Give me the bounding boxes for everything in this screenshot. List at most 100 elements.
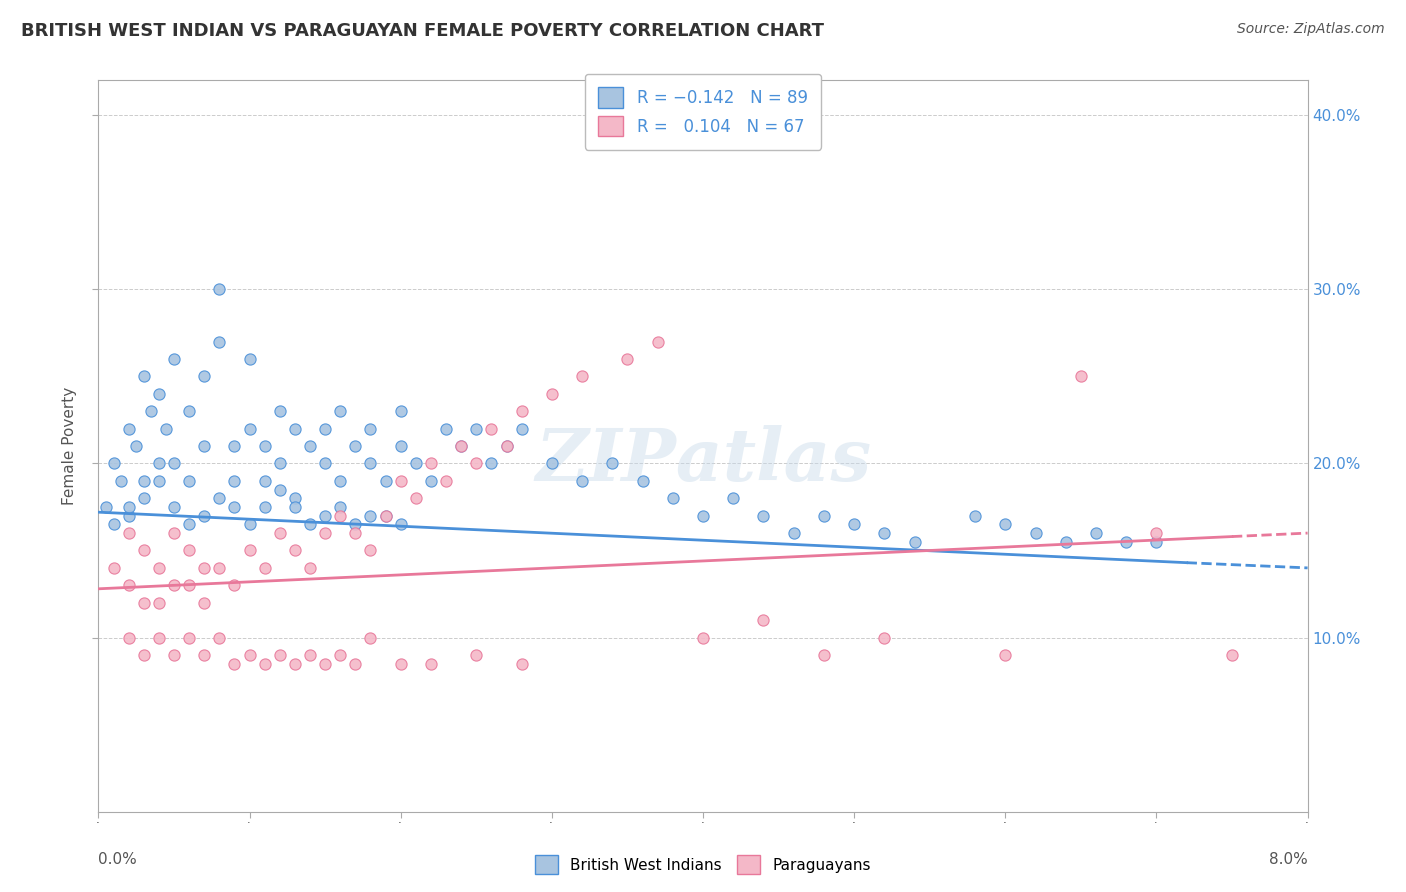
Point: [752, 613, 775, 627]
Point: [723, 491, 745, 506]
Point: [602, 457, 624, 471]
Point: [873, 631, 896, 645]
Point: [844, 517, 866, 532]
Point: [329, 648, 352, 662]
Point: [299, 561, 322, 575]
Point: [253, 439, 276, 453]
Point: [269, 648, 291, 662]
Point: [253, 474, 276, 488]
Point: [148, 474, 170, 488]
Point: [389, 517, 412, 532]
Legend: British West Indians, Paraguayans: British West Indians, Paraguayans: [529, 849, 877, 880]
Point: [329, 500, 352, 514]
Point: [510, 421, 533, 435]
Point: [110, 474, 132, 488]
Point: [148, 596, 170, 610]
Point: [1146, 534, 1168, 549]
Point: [269, 483, 291, 497]
Point: [269, 526, 291, 541]
Point: [420, 457, 443, 471]
Point: [647, 334, 669, 349]
Point: [495, 439, 517, 453]
Point: [148, 457, 170, 471]
Point: [450, 439, 472, 453]
Point: [481, 457, 503, 471]
Point: [344, 657, 367, 671]
Point: [405, 491, 427, 506]
Point: [360, 631, 382, 645]
Point: [360, 457, 382, 471]
Point: [360, 421, 382, 435]
Point: [329, 508, 352, 523]
Point: [314, 457, 336, 471]
Point: [510, 657, 533, 671]
Point: [1085, 526, 1108, 541]
Point: [360, 543, 382, 558]
Point: [155, 421, 177, 435]
Point: [193, 648, 215, 662]
Point: [314, 421, 336, 435]
Point: [94, 500, 117, 514]
Point: [148, 386, 170, 401]
Point: [239, 648, 262, 662]
Point: [208, 282, 231, 296]
Point: [374, 508, 396, 523]
Point: [208, 491, 231, 506]
Point: [616, 351, 638, 366]
Point: [132, 474, 155, 488]
Point: [163, 351, 186, 366]
Point: [179, 517, 201, 532]
Point: [141, 404, 163, 418]
Point: [965, 508, 987, 523]
Point: [284, 500, 307, 514]
Point: [118, 500, 141, 514]
Point: [389, 439, 412, 453]
Point: [132, 596, 155, 610]
Point: [1070, 369, 1092, 384]
Point: [344, 517, 367, 532]
Text: 0.0%: 0.0%: [98, 852, 138, 867]
Point: [1025, 526, 1047, 541]
Point: [163, 526, 186, 541]
Point: [193, 596, 215, 610]
Point: [148, 631, 170, 645]
Point: [389, 404, 412, 418]
Point: [239, 421, 262, 435]
Point: [239, 351, 262, 366]
Point: [389, 474, 412, 488]
Point: [299, 517, 322, 532]
Point: [1220, 648, 1243, 662]
Point: [405, 457, 427, 471]
Point: [269, 404, 291, 418]
Point: [571, 369, 593, 384]
Legend: R = −0.142   N = 89, R =   0.104   N = 67: R = −0.142 N = 89, R = 0.104 N = 67: [585, 74, 821, 150]
Point: [284, 491, 307, 506]
Point: [994, 648, 1017, 662]
Point: [540, 457, 562, 471]
Point: [314, 508, 336, 523]
Point: [148, 561, 170, 575]
Point: [118, 526, 141, 541]
Point: [179, 578, 201, 592]
Point: [434, 421, 457, 435]
Point: [540, 386, 562, 401]
Point: [571, 474, 593, 488]
Point: [344, 526, 367, 541]
Text: Source: ZipAtlas.com: Source: ZipAtlas.com: [1237, 22, 1385, 37]
Point: [224, 500, 246, 514]
Point: [692, 508, 714, 523]
Point: [253, 500, 276, 514]
Point: [118, 421, 141, 435]
Point: [253, 657, 276, 671]
Point: [481, 421, 503, 435]
Point: [284, 421, 307, 435]
Point: [224, 657, 246, 671]
Point: [314, 657, 336, 671]
Point: [179, 631, 201, 645]
Point: [118, 578, 141, 592]
Point: [253, 561, 276, 575]
Point: [1115, 534, 1137, 549]
Point: [813, 508, 835, 523]
Point: [299, 439, 322, 453]
Point: [132, 369, 155, 384]
